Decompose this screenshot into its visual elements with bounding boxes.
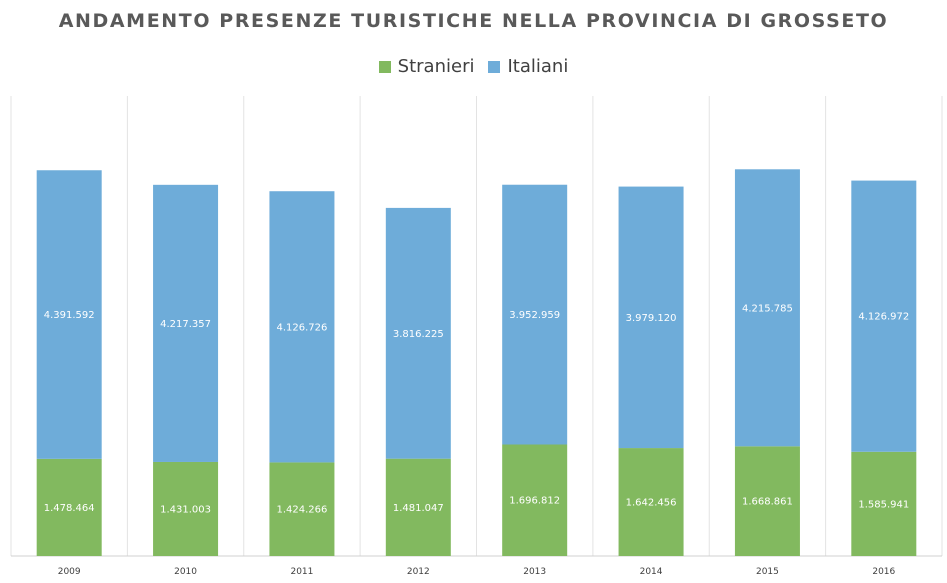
bar-italiani-2013: [502, 184, 568, 445]
data-label-stranieri-2012: 1.481.047: [393, 503, 444, 514]
bar-italiani-2012: [385, 207, 451, 459]
x-tick-label-2009: 2009: [58, 567, 81, 577]
data-label-italiani-2009: 4.391.592: [44, 310, 95, 321]
legend-item-stranieri: Stranieri: [378, 56, 475, 77]
x-tick-label-2015: 2015: [756, 567, 779, 577]
data-label-stranieri-2016: 1.585.941: [858, 499, 909, 510]
x-tick-label-2014: 2014: [640, 567, 663, 577]
data-label-italiani-2010: 4.217.357: [160, 319, 211, 330]
chart-legend: Stranieri Italiani: [0, 56, 947, 77]
x-tick-label-2016: 2016: [872, 567, 895, 577]
data-label-italiani-2016: 4.126.972: [858, 312, 909, 323]
bar-stranieri-2009: [36, 458, 102, 556]
x-tick-label-2012: 2012: [407, 567, 430, 577]
data-label-stranieri-2010: 1.431.003: [160, 504, 211, 515]
data-label-stranieri-2009: 1.478.464: [44, 503, 95, 514]
bar-italiani-2009: [36, 170, 102, 459]
bar-italiani-2011: [269, 191, 335, 463]
data-label-stranieri-2011: 1.424.266: [276, 505, 327, 516]
data-label-italiani-2015: 4.215.785: [742, 303, 793, 314]
bar-stranieri-2010: [153, 461, 219, 556]
bar-stranieri-2012: [385, 458, 451, 556]
bar-stranieri-2014: [618, 448, 684, 556]
data-label-italiani-2013: 3.952.959: [509, 310, 560, 321]
data-label-italiani-2011: 4.126.726: [276, 322, 327, 333]
bar-stranieri-2015: [734, 446, 800, 556]
legend-item-italiani: Italiani: [488, 56, 568, 77]
data-label-italiani-2012: 3.816.225: [393, 329, 444, 340]
legend-swatch-stranieri: [378, 60, 391, 73]
x-tick-label-2011: 2011: [290, 567, 313, 577]
bar-stranieri-2016: [851, 451, 917, 556]
data-label-italiani-2014: 3.979.120: [626, 313, 677, 324]
bar-stranieri-2011: [269, 462, 335, 556]
chart-title: ANDAMENTO PRESENZE TURISTICHE NELLA PROV…: [58, 10, 889, 32]
bar-italiani-2016: [851, 180, 917, 452]
bar-italiani-2014: [618, 186, 684, 449]
x-tick-label-2010: 2010: [174, 567, 197, 577]
data-label-stranieri-2013: 1.696.812: [509, 496, 560, 507]
data-label-stranieri-2015: 1.668.861: [742, 497, 793, 508]
legend-swatch-italiani: [488, 60, 501, 73]
bar-stranieri-2013: [502, 444, 568, 556]
bar-italiani-2010: [153, 184, 219, 462]
data-label-stranieri-2014: 1.642.456: [626, 498, 677, 509]
x-tick-label-2013: 2013: [523, 567, 546, 577]
legend-label-italiani: Italiani: [507, 56, 569, 77]
bar-italiani-2015: [734, 169, 800, 447]
legend-label-stranieri: Stranieri: [397, 56, 475, 77]
